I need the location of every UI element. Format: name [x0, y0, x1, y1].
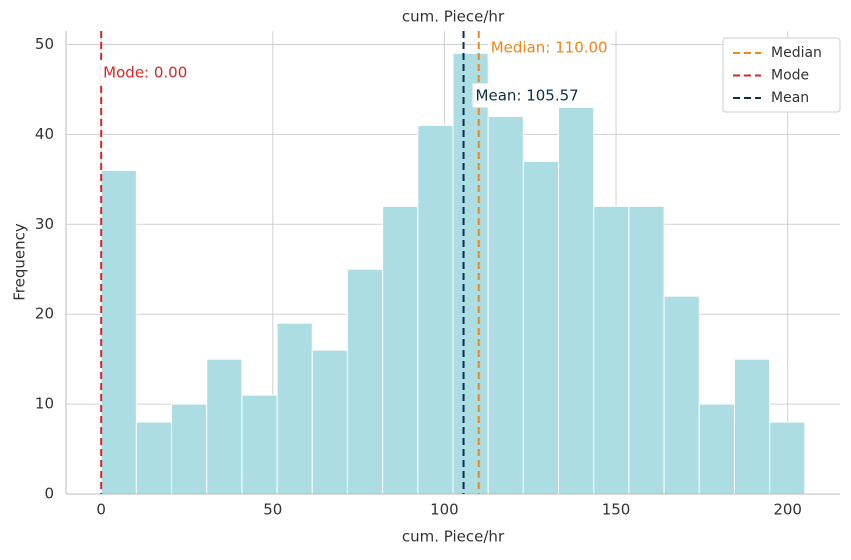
y-tick-label: 50: [35, 35, 54, 53]
x-tick-label: 200: [773, 501, 802, 519]
bar: [171, 403, 208, 495]
annotation-box: [472, 83, 582, 108]
annotation-box: [100, 60, 191, 85]
bar: [628, 205, 665, 495]
legend-label: Mode: [771, 68, 809, 84]
annotation-box: [487, 35, 611, 60]
bar: [733, 358, 771, 495]
chart-title: cum. Piece/hr: [402, 8, 505, 26]
x-tick-label: 50: [263, 501, 282, 519]
bar: [663, 295, 700, 495]
y-tick-label: 20: [35, 305, 54, 323]
bar: [698, 403, 735, 495]
bar: [135, 421, 173, 495]
bar: [346, 268, 384, 495]
x-tick-label: 0: [96, 501, 106, 519]
bar: [452, 52, 489, 495]
bar: [487, 115, 524, 495]
annotation: Median: 110.00: [491, 39, 608, 57]
annotation: Mean: 105.57: [476, 87, 579, 105]
annotation: Mode: 0.00: [103, 64, 187, 82]
y-tick-label: 0: [44, 485, 54, 503]
bar: [593, 205, 630, 495]
bar: [241, 394, 278, 495]
legend-box: [722, 37, 841, 113]
y-tick-label: 40: [35, 125, 54, 143]
legend-label: Median: [771, 45, 822, 61]
bar: [522, 160, 560, 495]
bar: [417, 124, 454, 495]
bar: [206, 358, 243, 495]
bar: [311, 349, 348, 495]
y-tick-label: 30: [35, 215, 54, 233]
legend-label: Mean: [771, 90, 809, 106]
bar: [100, 169, 137, 495]
bar: [769, 421, 806, 495]
bar: [382, 205, 419, 495]
bar: [558, 106, 595, 495]
x-axis-label: cum. Piece/hr: [402, 528, 505, 546]
x-tick-label: 150: [602, 501, 631, 519]
x-tick-label: 100: [430, 501, 459, 519]
y-tick-label: 10: [35, 395, 54, 413]
bar: [276, 322, 313, 495]
y-axis-label: Frequency: [11, 223, 29, 301]
